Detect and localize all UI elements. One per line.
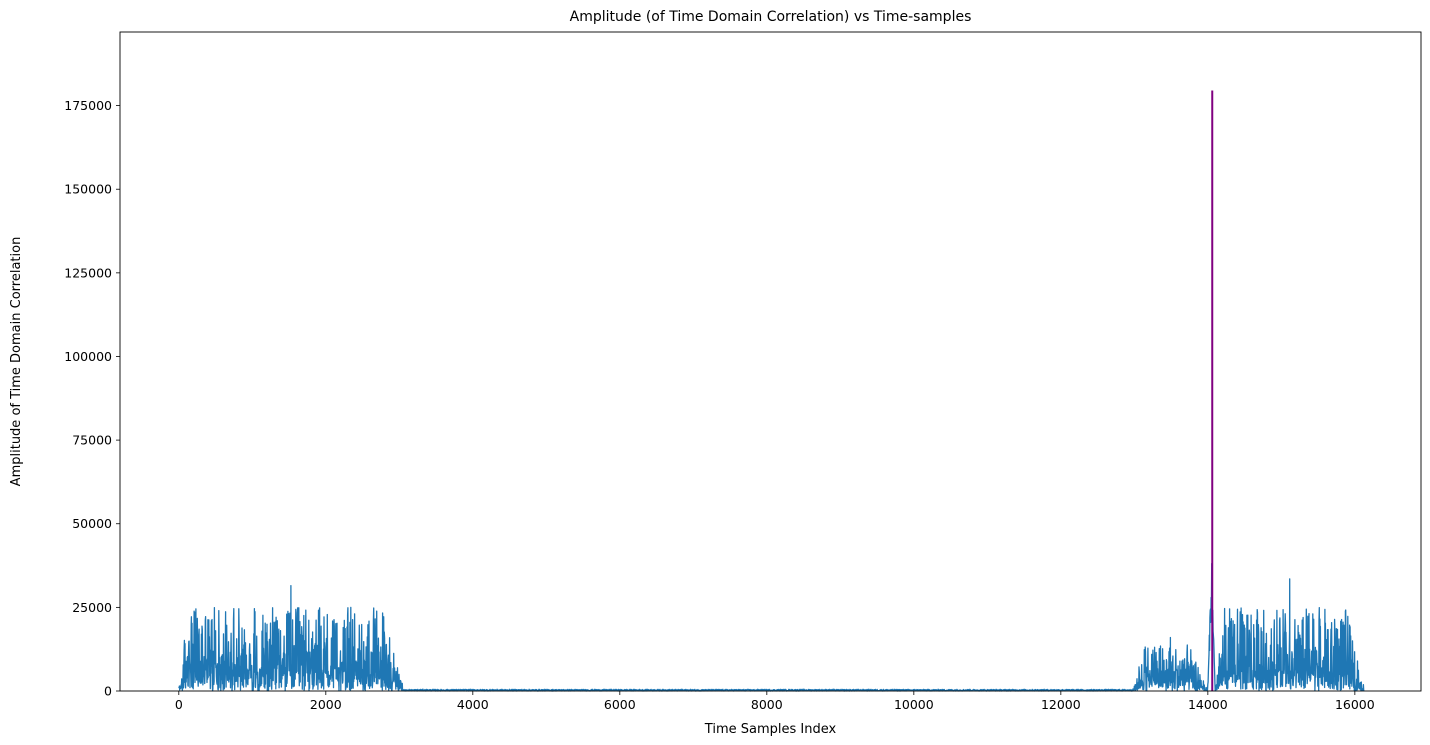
y-tick-label: 150000	[64, 182, 112, 197]
x-tick-label: 8000	[751, 697, 783, 712]
x-tick-label: 2000	[310, 697, 342, 712]
chart-title: Amplitude (of Time Domain Correlation) v…	[570, 9, 972, 25]
x-tick-label: 6000	[604, 697, 636, 712]
y-axis-ticks: 0 25000 50000 75000 100000 125000 150000 175000	[64, 98, 120, 699]
y-tick-label: 25000	[72, 600, 112, 615]
x-tick-label: 4000	[457, 697, 489, 712]
series-line-correlation	[178, 562, 1365, 692]
y-axis-label: Amplitude of Time Domain Correlation	[9, 237, 24, 487]
y-tick-label: 175000	[64, 98, 112, 113]
x-tick-label: 0	[175, 697, 183, 712]
y-tick-label: 0	[104, 684, 112, 699]
x-tick-label: 16000	[1335, 697, 1375, 712]
x-axis-ticks: 0 2000 4000 6000 8000 10000 12000 14000 16000	[175, 691, 1375, 712]
y-tick-label: 75000	[72, 433, 112, 448]
plot-area	[178, 90, 1365, 692]
y-tick-label: 100000	[64, 349, 112, 364]
y-tick-label: 125000	[64, 265, 112, 280]
axes	[119, 31, 1422, 692]
y-tick-label: 50000	[72, 516, 112, 531]
x-tick-label: 14000	[1188, 697, 1228, 712]
x-tick-label: 12000	[1041, 697, 1081, 712]
axes-frame	[119, 31, 1422, 692]
x-tick-label: 10000	[894, 697, 934, 712]
x-axis-label: Time Samples Index	[704, 722, 837, 737]
